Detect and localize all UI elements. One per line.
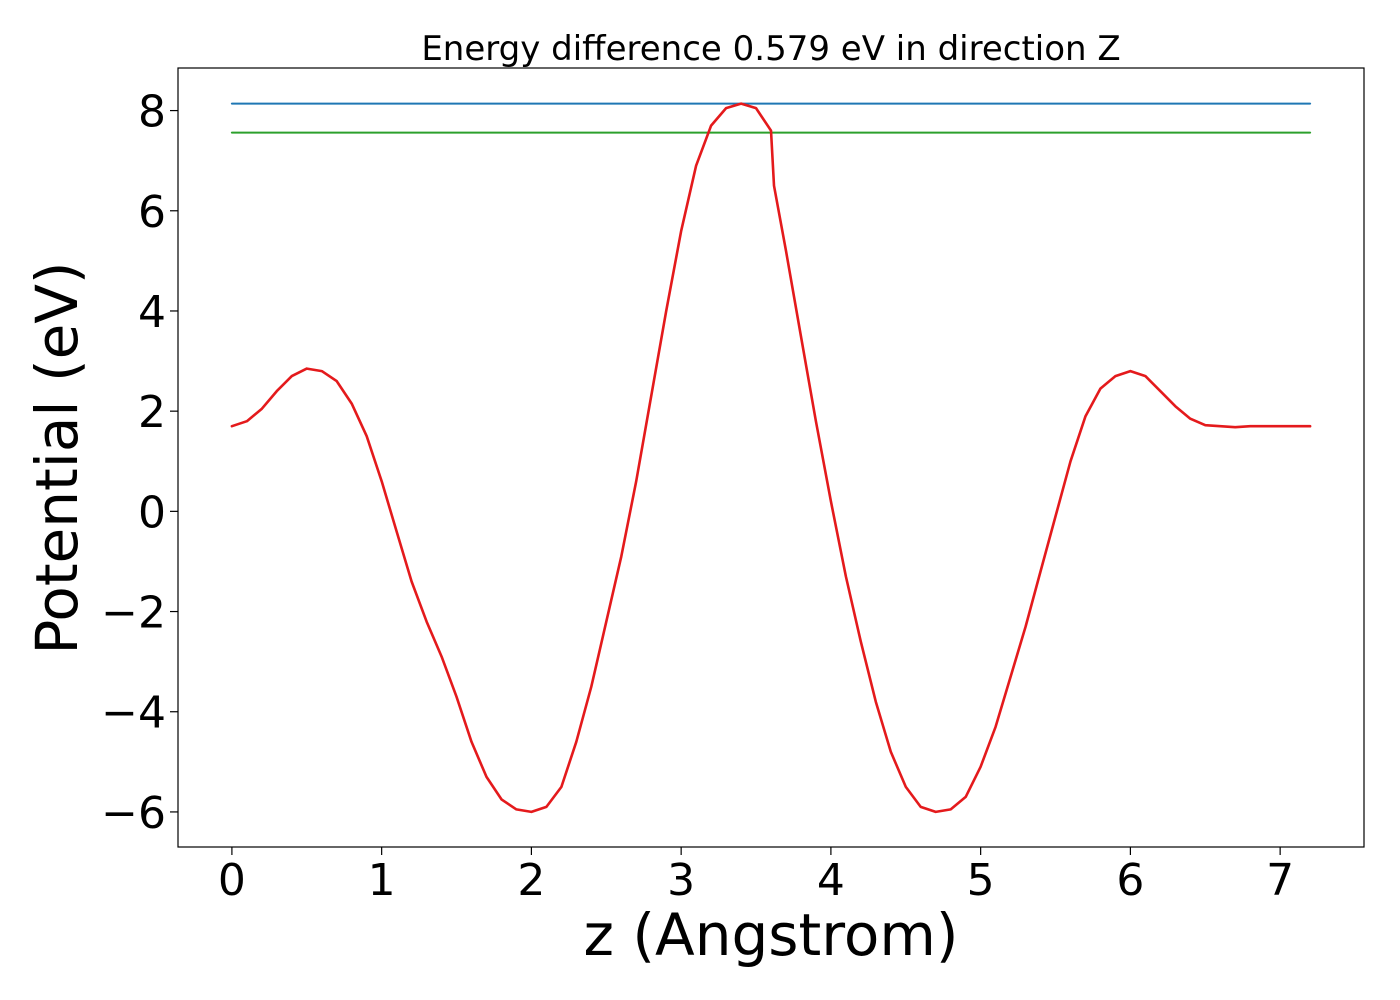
y-tick-label: 8	[138, 87, 166, 138]
x-tick-label: 5	[967, 855, 995, 906]
axes-frame	[177, 67, 1365, 848]
y-tick-label: 4	[138, 287, 166, 338]
y-tick-label: −4	[101, 688, 166, 739]
y-axis: −6 −4 −2 0 2 4 6 8	[101, 87, 178, 839]
x-axis: 0 1 2 3 4 5 6 7	[218, 847, 1294, 906]
plot-area	[177, 67, 1365, 848]
y-tick-label: −6	[101, 788, 166, 839]
y-tick-label: 2	[138, 387, 166, 438]
y-axis-title: Potential (eV)	[23, 261, 91, 654]
x-axis-title: z (Angstrom)	[584, 901, 959, 969]
y-tick-label: 6	[138, 187, 166, 238]
x-tick-label: 3	[667, 855, 695, 906]
x-tick-label: 6	[1116, 855, 1144, 906]
x-tick-label: 2	[517, 855, 545, 906]
y-tick-label: −2	[101, 588, 166, 639]
x-tick-label: 7	[1266, 855, 1294, 906]
x-tick-label: 1	[368, 855, 396, 906]
potential-curve	[230, 102, 1312, 814]
y-tick-label: 0	[138, 487, 166, 538]
chart-title: Energy difference 0.579 eV in direction …	[421, 29, 1120, 69]
series-layer	[230, 102, 1312, 814]
x-tick-label: 4	[817, 855, 845, 906]
x-tick-label: 0	[218, 855, 246, 906]
